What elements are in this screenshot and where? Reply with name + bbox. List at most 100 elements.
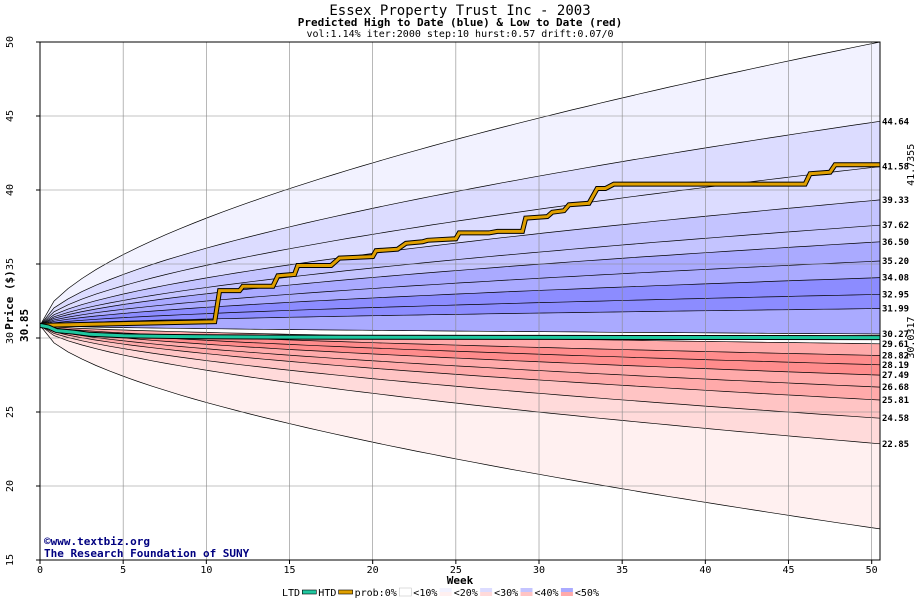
lower-band-8 xyxy=(40,325,880,529)
lower-band-line-6 xyxy=(39,325,881,401)
x-tick-label-40: 40 xyxy=(699,565,711,576)
upper-band-1 xyxy=(40,42,880,326)
legend-prob0-swatch xyxy=(399,587,412,597)
y-tick-label-15: 15 xyxy=(5,554,16,566)
y-tick-label-40: 40 xyxy=(5,184,16,196)
start-price-label: 30.85 xyxy=(18,309,31,342)
x-tick-label-15: 15 xyxy=(283,565,295,576)
band-label-22.85: 22.85 xyxy=(882,440,909,450)
band-label-35.20: 35.20 xyxy=(882,257,909,267)
band-label-27.49: 27.49 xyxy=(882,371,909,381)
lower-band-7 xyxy=(40,325,880,444)
credit-org: The Research Foundation of SUNY xyxy=(44,547,250,560)
htd-line xyxy=(39,163,880,327)
upper-band-7 xyxy=(40,261,880,326)
upper-band-4 xyxy=(40,199,880,326)
upper-band-line-1 xyxy=(39,41,881,326)
upper-band-line-9 xyxy=(39,293,881,326)
band-label-44.64: 44.64 xyxy=(882,117,910,127)
legend-text-30: <30% xyxy=(494,588,518,599)
upper-band-8 xyxy=(40,277,880,326)
band-label-28.82: 28.82 xyxy=(882,351,909,361)
legend-p40-swatch-red xyxy=(560,592,573,596)
band-label-32.95: 32.95 xyxy=(882,290,909,300)
band-label-28.19: 28.19 xyxy=(882,361,909,371)
legend-ltd-swatch xyxy=(301,589,317,595)
legend-text-LTD: LTD xyxy=(282,588,300,599)
legend-text-40: <40% xyxy=(535,588,559,599)
lower-band-4 xyxy=(40,325,880,388)
y-tick-label-45: 45 xyxy=(5,110,16,122)
htd-final-label: 41.7355 xyxy=(906,144,917,186)
band-label-34.08: 34.08 xyxy=(882,274,909,284)
upper-band-line-8 xyxy=(39,277,881,326)
x-tick-label-25: 25 xyxy=(450,565,462,576)
y-tick-label-20: 20 xyxy=(5,480,16,492)
x-tick-label-50: 50 xyxy=(866,565,878,576)
upper-band-line-10 xyxy=(39,308,881,326)
upper-band-line-7 xyxy=(39,260,881,326)
y-tick-label-50: 50 xyxy=(5,36,16,48)
upper-band-line-4 xyxy=(39,199,881,326)
lower-band-1 xyxy=(40,325,880,356)
upper-band-5 xyxy=(40,225,880,326)
upper-band-10 xyxy=(40,308,880,334)
y-axis-ticks: 15 20 25 30 35 40 45 50 xyxy=(5,36,40,566)
x-tick-label-30: 30 xyxy=(533,565,545,576)
upper-band-line-2 xyxy=(39,120,881,326)
x-tick-label-35: 35 xyxy=(616,565,628,576)
upper-band-3 xyxy=(40,166,880,326)
chart-subtitle: Predicted High to Date (blue) & Low to D… xyxy=(298,16,623,29)
x-tick-label-20: 20 xyxy=(367,565,379,576)
legend-text-HTD: HTD xyxy=(318,588,336,599)
legend-p10-swatch-red xyxy=(439,592,452,596)
band-label-24.58: 24.58 xyxy=(882,414,909,424)
y-tick-label-35: 35 xyxy=(5,258,16,270)
upper-band-line-11 xyxy=(39,325,881,335)
chart-params: vol:1.14% iter:2000 step:10 hurst:0.57 d… xyxy=(306,29,613,40)
y-axis-label: Price ($) xyxy=(3,270,16,330)
lower-band-line-5 xyxy=(39,325,881,388)
band-label-31.99: 31.99 xyxy=(882,305,909,315)
legend-p30-swatch-red xyxy=(520,592,533,596)
lower-band-6 xyxy=(40,325,880,419)
band-label-39.33: 39.33 xyxy=(882,196,909,206)
band-label-29.61: 29.61 xyxy=(882,340,909,350)
legend-text-10: <10% xyxy=(413,588,437,599)
band-label-41.58: 41.58 xyxy=(882,163,909,173)
legend-p20-swatch-blue xyxy=(480,588,493,592)
lower-band-line-4 xyxy=(39,325,881,376)
ltd-line xyxy=(39,323,881,340)
lower-band-line-8 xyxy=(39,325,881,445)
x-axis-ticks: 0 5 10 15 20 25 30 35 40 45 50 xyxy=(37,560,878,576)
series-lines xyxy=(39,162,881,341)
probability-bands xyxy=(39,41,881,560)
lower-band-5 xyxy=(40,325,880,400)
legend-text-20: <20% xyxy=(454,588,478,599)
band-label-25.81: 25.81 xyxy=(882,396,909,406)
y-tick-label-25: 25 xyxy=(5,406,16,418)
upper-band-6 xyxy=(40,241,880,326)
lower-band-line-7 xyxy=(39,325,881,419)
band-label-37.62: 37.62 xyxy=(882,221,909,231)
credit-site: ©www.textbiz.org xyxy=(44,535,150,548)
band-label-26.68: 26.68 xyxy=(882,383,909,393)
upper-band-line-5 xyxy=(39,224,881,326)
band-label-30.27: 30.27 xyxy=(882,330,909,340)
legend-text-prob0: prob:0% xyxy=(355,588,397,599)
legend-htd-swatch xyxy=(338,589,353,595)
legend-p10-swatch-blue xyxy=(439,588,452,592)
band-label-36.50: 36.50 xyxy=(882,238,909,248)
legend-p30-swatch-blue xyxy=(520,588,533,592)
legend: LTD HTD prob:0% <10% <20% <30% <40% <50% xyxy=(282,587,599,599)
upper-band-2 xyxy=(40,121,880,326)
lower-band-3 xyxy=(40,325,880,376)
upper-band-9 xyxy=(40,294,880,326)
legend-p40-swatch-blue xyxy=(560,588,573,592)
plot-frame xyxy=(39,41,881,561)
y-tick-label-30: 30 xyxy=(5,332,16,344)
chart-title: Essex Property Trust Inc - 2003 xyxy=(329,3,590,19)
x-tick-label-10: 10 xyxy=(200,565,212,576)
x-axis-label: Week xyxy=(447,574,474,587)
